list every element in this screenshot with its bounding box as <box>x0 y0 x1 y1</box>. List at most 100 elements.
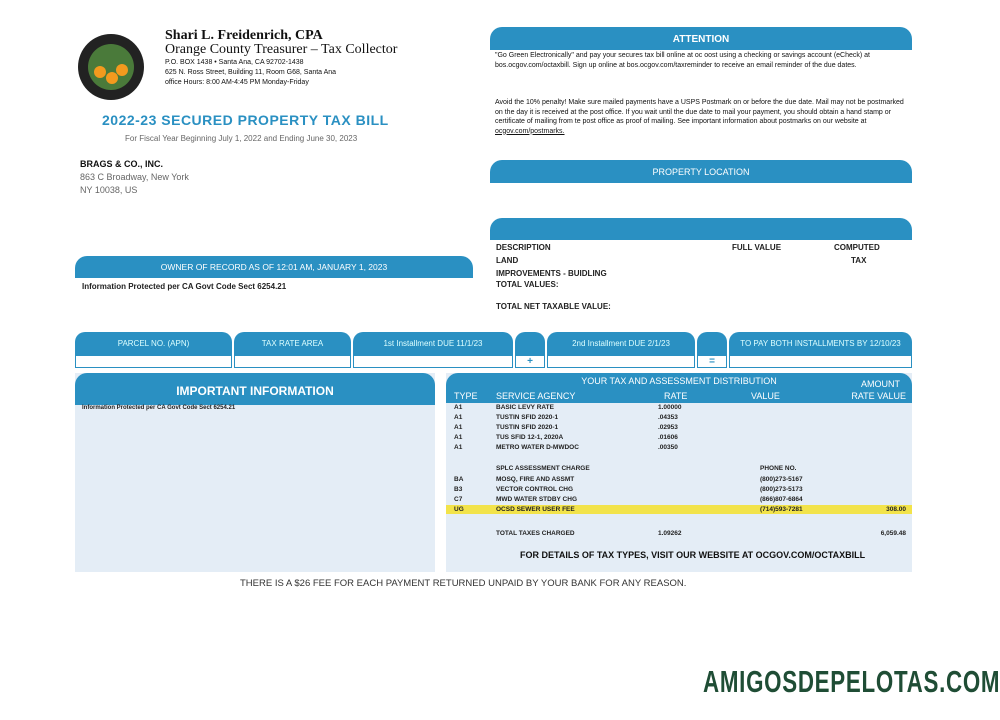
both-field <box>730 356 911 367</box>
owner-info: Information Protected per CA Govt Code S… <box>82 282 287 291</box>
owner-header: OWNER OF RECORD AS OF 12:01 AM, JANUARY … <box>75 256 473 278</box>
first-installment-box: 1st Installment DUE 11/1/23 <box>353 332 513 368</box>
cell-agency: MOSQ, FIRE AND ASSMT <box>496 476 575 483</box>
tax-rate-area-box: TAX RATE AREA <box>234 332 351 368</box>
table-row: A1 TUSTIN SFID 2020-1 .02953 <box>446 423 912 432</box>
fiscal-year: For Fiscal Year Beginning July 1, 2022 a… <box>125 134 358 143</box>
col-rate: RATE <box>664 391 688 401</box>
parcel-field <box>76 356 231 367</box>
improvements-label: IMPROVEMENTS - BUIDLING <box>496 269 607 278</box>
cell-type: C7 <box>454 496 463 503</box>
hours: office Hours: 8:00 AM-4:45 PM Monday-Fri… <box>165 79 309 86</box>
phone-label: PHONE NO. <box>760 465 797 472</box>
cell-type: A1 <box>454 414 463 421</box>
cell-rate: .02953 <box>658 424 678 431</box>
cell-agency: VECTOR CONTROL CHG <box>496 486 574 493</box>
equals-sign: = <box>698 356 726 367</box>
cell-type: A1 <box>454 424 463 431</box>
second-installment-box: 2nd Installment DUE 2/1/23 <box>547 332 695 368</box>
tra-field <box>235 356 350 367</box>
first-field <box>354 356 512 367</box>
cell-rate: .04353 <box>658 414 678 421</box>
po-box: P.O. BOX 1438 • Santa Ana, CA 92702-1438 <box>165 59 304 66</box>
addressee-name: BRAGS & CO., INC. <box>80 159 164 169</box>
values-header <box>490 218 912 240</box>
total-values-label: TOTAL VALUES: <box>496 280 559 289</box>
cell-agency: OCSD SEWER USER FEE <box>496 506 575 513</box>
cell-amount: 308.00 <box>886 506 906 513</box>
cell-phone: (800)273-5173 <box>760 486 803 493</box>
total-label: TOTAL TAXES CHARGED <box>496 530 575 537</box>
cell-agency: MWD WATER STDBY CHG <box>496 496 578 503</box>
plus-sign: + <box>516 356 544 367</box>
cell-type: UG <box>454 506 464 513</box>
attention-p1: "Go Green Electronically" and pay your s… <box>495 52 870 69</box>
property-location-header: PROPERTY LOCATION <box>490 160 912 183</box>
col-rate-value: RATE VALUE <box>851 391 906 401</box>
distribution-header: YOUR TAX AND ASSESSMENT DISTRIBUTION AMO… <box>446 373 912 403</box>
col-type: TYPE <box>454 391 478 401</box>
total-net-label: TOTAL NET TAXABLE VALUE: <box>496 302 611 311</box>
second-field <box>548 356 694 367</box>
cell-agency: TUS SFID 12-1, 2020A <box>496 434 564 441</box>
attention-p2: Avoid the 10% penalty! Make sure mailed … <box>495 98 907 136</box>
assessment-row: UG OCSD SEWER USER FEE (714)593-7281 308.00 <box>446 505 912 514</box>
total-rate: 1.09262 <box>658 530 682 537</box>
attention-header: ATTENTION <box>490 27 912 50</box>
assessment-row: BA MOSQ, FIRE AND ASSMT (800)273-5167 <box>446 475 912 484</box>
postmarks-link[interactable]: ocgov.com/postmarks. <box>495 127 565 135</box>
address-line2: NY 10038, US <box>80 185 138 195</box>
bill-title: 2022-23 SECURED PROPERTY TAX BILL <box>102 112 389 128</box>
cell-rate: .00350 <box>658 444 678 451</box>
cell-type: A1 <box>454 434 463 441</box>
splc-label: SPLC ASSESSMENT CHARGE <box>496 465 590 472</box>
cell-agency: BASIC LEVY RATE <box>496 404 554 411</box>
attention-p2-text: Avoid the 10% penalty! Make sure mailed … <box>495 99 904 125</box>
col-value: VALUE <box>751 391 780 401</box>
county-seal <box>78 34 144 100</box>
cell-type: BA <box>454 476 464 483</box>
assessment-row: C7 MWD WATER STDBY CHG (866)807-6864 <box>446 495 912 504</box>
table-row: A1 TUS SFID 12-1, 2020A .01606 <box>446 433 912 442</box>
table-row: A1 BASIC LEVY RATE 1.00000 <box>446 403 912 412</box>
street: 625 N. Ross Street, Building 11, Room G6… <box>165 69 337 76</box>
watermark: AMIGOSDEPELOTAS.COM <box>703 664 1000 699</box>
distribution-title: YOUR TAX AND ASSESSMENT DISTRIBUTION <box>581 376 777 386</box>
second-label: 2nd Installment DUE 2/1/23 <box>572 339 670 348</box>
office-name: Orange County Treasurer – Tax Collector <box>165 42 398 57</box>
table-row: A1 METRO WATER D-MWDOC .00350 <box>446 443 912 452</box>
computed-label: COMPUTED <box>834 243 880 252</box>
parcel-label: PARCEL NO. (APN) <box>117 339 190 348</box>
cell-rate: 1.00000 <box>658 404 682 411</box>
cell-type: A1 <box>454 404 463 411</box>
first-label: 1st Installment DUE 11/1/23 <box>383 339 483 348</box>
desc-label: DESCRIPTION <box>496 243 551 252</box>
tax-label: TAX <box>851 256 867 265</box>
cell-type: B3 <box>454 486 463 493</box>
treasurer-name: Shari L. Freidenrich, CPA <box>165 28 323 43</box>
equals-box: = <box>697 332 727 368</box>
both-installments-box: TO PAY BOTH INSTALLMENTS BY 12/10/23 <box>729 332 912 368</box>
tra-label: TAX RATE AREA <box>261 339 324 348</box>
important-header: IMPORTANT INFORMATION <box>75 373 435 405</box>
both-label: TO PAY BOTH INSTALLMENTS BY 12/10/23 <box>740 339 901 348</box>
important-panel <box>75 373 435 572</box>
cell-rate: .01606 <box>658 434 678 441</box>
address-line1: 863 C Broadway, New York <box>80 172 189 182</box>
table-row: A1 TUSTIN SFID 2020-1 .04353 <box>446 413 912 422</box>
cell-agency: TUSTIN SFID 2020-1 <box>496 424 559 431</box>
plus-box: + <box>515 332 545 368</box>
col-agency: SERVICE AGENCY <box>496 391 576 401</box>
total-amount: 6,059.48 <box>880 530 906 537</box>
amount-label: AMOUNT <box>861 379 900 389</box>
cell-phone: (866)807-6864 <box>760 496 803 503</box>
cell-type: A1 <box>454 444 463 451</box>
land-label: LAND <box>496 256 519 265</box>
cell-agency: METRO WATER D-MWDOC <box>496 444 579 451</box>
cell-phone: (800)273-5167 <box>760 476 803 483</box>
assessment-row: B3 VECTOR CONTROL CHG (800)273-5173 <box>446 485 912 494</box>
details-footer: FOR DETAILS OF TAX TYPES, VISIT OUR WEBS… <box>520 550 866 560</box>
important-text: Information Protected per CA Govt Code S… <box>82 405 236 411</box>
fee-notice: THERE IS A $26 FEE FOR EACH PAYMENT RETU… <box>240 578 687 589</box>
parcel-box: PARCEL NO. (APN) <box>75 332 232 368</box>
